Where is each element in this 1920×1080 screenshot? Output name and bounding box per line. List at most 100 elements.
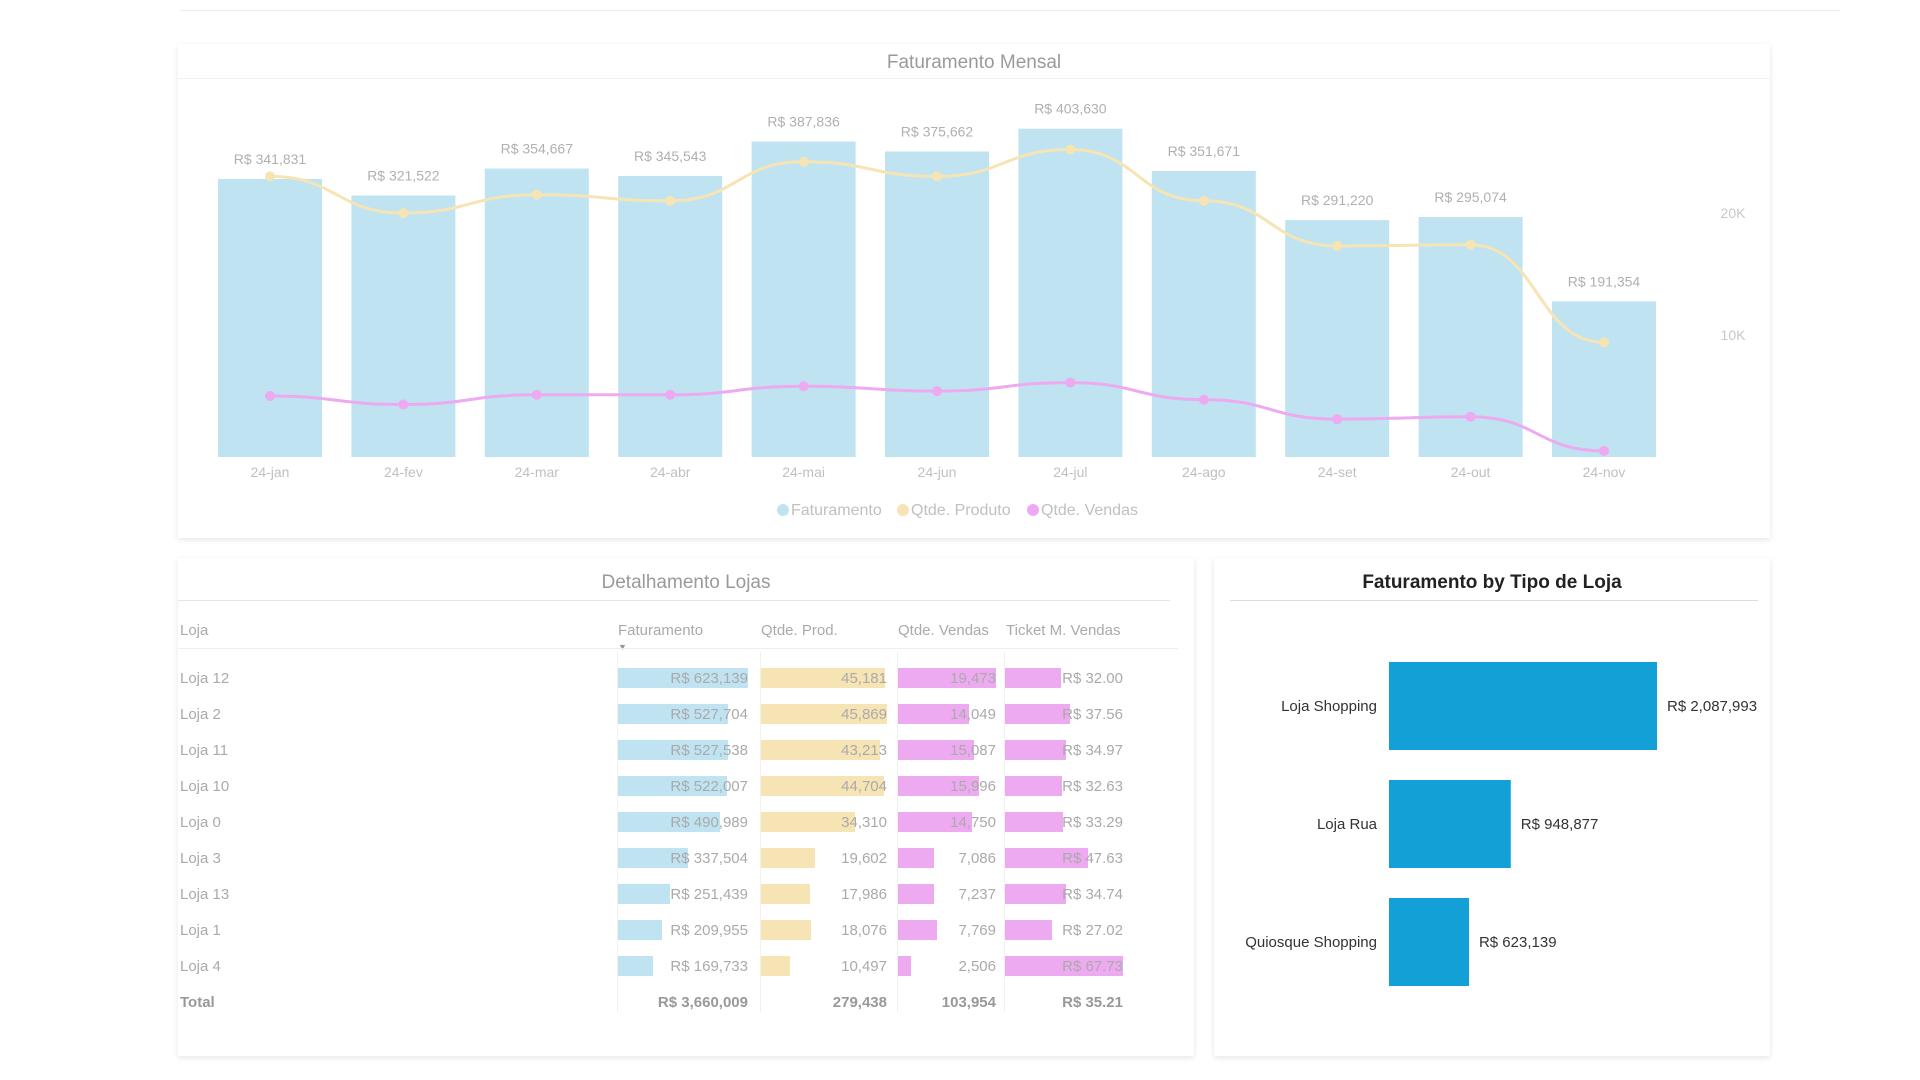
top-divider bbox=[180, 10, 1840, 11]
table-row[interactable]: Loja 3 R$ 337,504 19,602 7,086 R$ 47.63 bbox=[178, 844, 1178, 874]
cell-value: 17,986 bbox=[841, 886, 887, 903]
qtde-vendas-point[interactable] bbox=[798, 381, 809, 392]
qtde-vendas-point[interactable] bbox=[1332, 414, 1343, 425]
qtde-vendas-point[interactable] bbox=[1599, 445, 1609, 456]
cell-value: 19,473 bbox=[950, 670, 996, 687]
col-header-qtde-vendas[interactable]: Qtde. Vendas bbox=[898, 622, 989, 639]
revenue-bar[interactable] bbox=[751, 141, 856, 457]
qtde-produto-point[interactable] bbox=[1465, 239, 1476, 250]
col-header-qtde-prod[interactable]: Qtde. Prod. bbox=[761, 622, 838, 639]
qtde-produto-point[interactable] bbox=[398, 208, 409, 218]
table-row[interactable]: Loja 12 R$ 623,139 45,181 19,473 R$ 32.00 bbox=[178, 664, 1178, 694]
vendas-data-bar bbox=[898, 740, 974, 760]
store-type-bar-chart: Loja Shopping R$ 2,087,993 Loja Rua R$ 948,… bbox=[1245, 662, 1757, 986]
qtde-vendas-point[interactable] bbox=[265, 391, 275, 401]
store-type-bar[interactable] bbox=[1389, 662, 1657, 750]
cell-value: 14,049 bbox=[950, 706, 996, 723]
cell-value: 279,438 bbox=[832, 994, 887, 1011]
ticket-data-bar bbox=[1005, 812, 1063, 832]
cell-value: 7,237 bbox=[958, 886, 996, 903]
table-row[interactable]: Loja 13 R$ 251,439 17,986 7,237 R$ 34.74 bbox=[178, 880, 1178, 910]
revenue-data-label: R$ 295,074 bbox=[1434, 189, 1507, 205]
cell-value: 14,750 bbox=[950, 814, 996, 831]
qtde-produto-point[interactable] bbox=[265, 171, 275, 182]
col-header-faturamento[interactable]: Faturamento bbox=[618, 622, 704, 639]
x-tick-label: 24-fev bbox=[384, 464, 423, 480]
qtde-vendas-point[interactable] bbox=[531, 389, 542, 400]
vendas-data-bar bbox=[898, 704, 969, 724]
qtde-vendas-point[interactable] bbox=[398, 399, 409, 410]
legend-label[interactable]: Qtde. Vendas bbox=[1041, 502, 1138, 519]
qtde-vendas-line bbox=[269, 381, 1605, 453]
prod-data-bar bbox=[761, 884, 810, 904]
legend-marker bbox=[1027, 504, 1039, 516]
cell-value: R$ 34.97 bbox=[1062, 742, 1123, 759]
prod-data-bar bbox=[761, 956, 790, 976]
qtde-vendas-point[interactable] bbox=[1198, 394, 1209, 405]
cell-value: R$ 209,955 bbox=[670, 922, 748, 939]
vendas-data-bar bbox=[898, 884, 934, 904]
store-type-panel[interactable]: Faturamento by Tipo de Loja Loja Shoppin… bbox=[1214, 558, 1770, 1056]
fat-data-bar bbox=[618, 884, 670, 904]
revenue-bar[interactable] bbox=[484, 168, 589, 457]
revenue-bar[interactable] bbox=[218, 178, 322, 457]
stores-detail-panel[interactable]: Detalhamento Lojas Loja Faturamento ▼ Qt… bbox=[178, 558, 1194, 1056]
x-tick-label: 24-abr bbox=[650, 464, 691, 480]
ticket-data-bar bbox=[1005, 956, 1123, 976]
revenue-bar[interactable] bbox=[885, 151, 989, 457]
legend-label[interactable]: Faturamento bbox=[791, 502, 882, 519]
legend-marker bbox=[777, 504, 789, 516]
revenue-bar[interactable] bbox=[618, 175, 723, 457]
column-divider bbox=[1004, 652, 1005, 1012]
column-divider bbox=[617, 652, 618, 1012]
store-type-bar[interactable] bbox=[1389, 898, 1469, 986]
qtde-produto-point[interactable] bbox=[1065, 144, 1076, 155]
qtde-vendas-point[interactable] bbox=[665, 389, 676, 400]
table-row[interactable]: Loja 0 R$ 490,989 34,310 14,750 R$ 33.29 bbox=[178, 808, 1178, 838]
bar-value-label: R$ 948,877 bbox=[1521, 816, 1599, 833]
qtde-produto-point[interactable] bbox=[1198, 195, 1209, 206]
table-row[interactable]: Loja 11 R$ 527,538 43,213 15,087 R$ 34.97 bbox=[178, 736, 1178, 766]
revenue-bar[interactable] bbox=[1151, 170, 1256, 457]
y2-tick-label: 10K bbox=[1721, 327, 1747, 343]
store-name: Loja 4 bbox=[180, 958, 221, 975]
qtde-vendas-point[interactable] bbox=[932, 386, 942, 397]
column-divider bbox=[760, 652, 761, 1012]
monthly-revenue-panel[interactable]: Faturamento Mensal R$ 341,831 24-jan R$ 32… bbox=[178, 44, 1770, 538]
qtde-produto-point[interactable] bbox=[665, 195, 676, 206]
fat-data-bar bbox=[618, 956, 653, 976]
col-header-ticket[interactable]: Ticket M. Vendas bbox=[1006, 622, 1121, 639]
table-row[interactable]: Loja 4 R$ 169,733 10,497 2,506 R$ 67.73 bbox=[178, 952, 1178, 982]
stores-table-title: Detalhamento Lojas bbox=[601, 572, 771, 593]
header-rule bbox=[178, 648, 1178, 649]
cell-value: 45,869 bbox=[841, 706, 887, 723]
qtde-vendas-point[interactable] bbox=[1465, 411, 1476, 422]
store-type-bar[interactable] bbox=[1389, 780, 1511, 868]
revenue-bar[interactable] bbox=[351, 195, 456, 458]
revenue-bar[interactable] bbox=[1018, 128, 1123, 457]
cell-value: 2,506 bbox=[958, 958, 996, 975]
qtde-produto-point[interactable] bbox=[1599, 337, 1609, 348]
qtde-produto-point[interactable] bbox=[798, 156, 809, 167]
cell-value: R$ 27.02 bbox=[1062, 922, 1123, 939]
legend-label[interactable]: Qtde. Produto bbox=[911, 502, 1011, 519]
qtde-produto-point[interactable] bbox=[1332, 240, 1343, 251]
qtde-produto-point[interactable] bbox=[932, 171, 942, 182]
cell-value: 34,310 bbox=[841, 814, 887, 831]
qtde-produto-point[interactable] bbox=[531, 189, 542, 200]
total-row: Total R$ 3,660,009 279,438 103,954 R$ 35.21 bbox=[178, 988, 1178, 1018]
cell-value: 19,602 bbox=[841, 850, 887, 867]
store-name: Loja 11 bbox=[180, 742, 229, 759]
table-row[interactable]: Loja 2 R$ 527,704 45,869 14,049 R$ 37.56 bbox=[178, 700, 1178, 730]
col-header-loja[interactable]: Loja bbox=[180, 622, 209, 639]
x-tick-label: 24-jul bbox=[1053, 464, 1087, 480]
table-row[interactable]: Loja 1 R$ 209,955 18,076 7,769 R$ 27.02 bbox=[178, 916, 1178, 946]
prod-data-bar bbox=[761, 704, 887, 724]
table-row[interactable]: Loja 10 R$ 522,007 44,704 15,996 R$ 32.63 bbox=[178, 772, 1178, 802]
title-rule bbox=[1230, 600, 1758, 601]
fat-data-bar bbox=[618, 848, 688, 868]
y2-tick-label: 20K bbox=[1721, 205, 1747, 221]
revenue-bar[interactable] bbox=[1552, 301, 1656, 457]
qtde-vendas-point[interactable] bbox=[1065, 377, 1076, 388]
prod-data-bar bbox=[761, 920, 811, 940]
